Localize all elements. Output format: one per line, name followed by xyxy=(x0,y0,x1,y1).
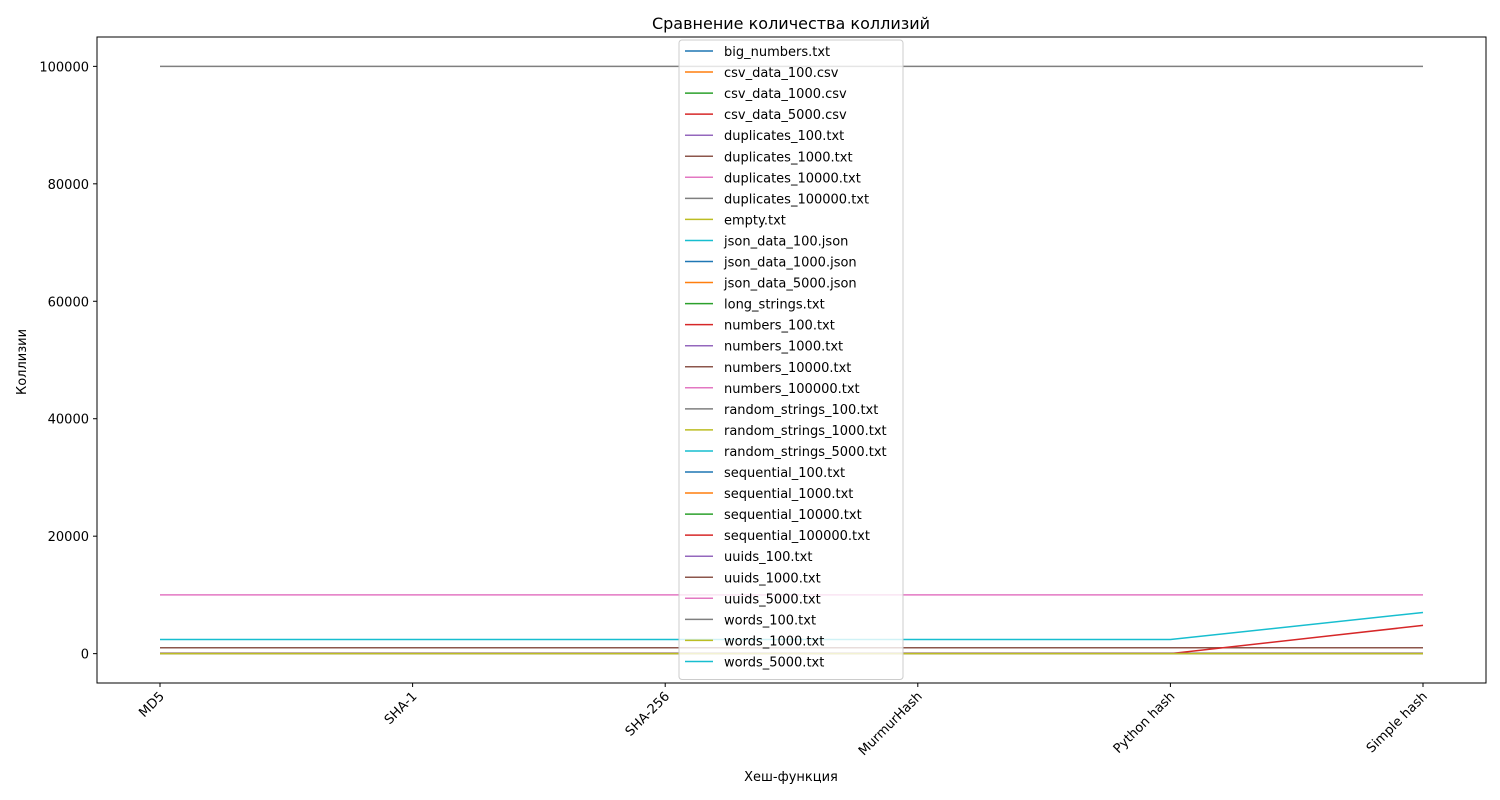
legend-label: json_data_1000.json xyxy=(723,256,857,271)
legend-label: duplicates_10000.txt xyxy=(724,171,861,186)
x-axis-label: Хеш-функция xyxy=(744,770,838,785)
y-tick-label: 60000 xyxy=(48,295,89,310)
legend-label: words_1000.txt xyxy=(724,634,824,649)
legend-label: sequential_100000.txt xyxy=(724,529,870,544)
plot-frame xyxy=(96,36,1487,684)
chart-title: Сравнение количества коллизий xyxy=(652,14,930,33)
legend-label: uuids_100.txt xyxy=(724,550,812,565)
legend-label: csv_data_100.csv xyxy=(724,66,839,81)
legend-label: numbers_1000.txt xyxy=(724,340,843,355)
legend-label: duplicates_100.txt xyxy=(724,129,844,144)
legend-label: json_data_100.json xyxy=(723,234,848,249)
legend-label: numbers_10000.txt xyxy=(724,361,851,376)
legend-label: words_100.txt xyxy=(724,613,816,628)
legend-label: json_data_5000.json xyxy=(723,277,857,292)
legend-box xyxy=(678,39,904,680)
legend-label: long_strings.txt xyxy=(724,298,825,313)
y-tick-label: 40000 xyxy=(48,413,89,428)
legend-label: duplicates_100000.txt xyxy=(724,192,869,207)
legend-label: uuids_5000.txt xyxy=(724,592,821,607)
legend-label: csv_data_5000.csv xyxy=(724,108,847,123)
legend-label: numbers_100000.txt xyxy=(724,382,860,397)
legend: big_numbers.txt csv_data_100.csv csv_data_… xyxy=(678,39,904,680)
legend-label: random_strings_1000.txt xyxy=(724,424,887,439)
y-tick-label: 20000 xyxy=(48,530,89,545)
y-tick-label: 100000 xyxy=(39,60,89,75)
legend-label: empty.txt xyxy=(724,213,786,228)
legend-label: words_5000.txt xyxy=(724,655,824,670)
legend-label: sequential_1000.txt xyxy=(724,487,853,502)
legend-label: sequential_10000.txt xyxy=(724,508,862,523)
legend-label: duplicates_1000.txt xyxy=(724,150,853,165)
y-tick-label: 80000 xyxy=(48,178,89,193)
y-tick-label: 0 xyxy=(81,648,89,663)
legend-label: numbers_100.txt xyxy=(724,319,835,334)
legend-label: big_numbers.txt xyxy=(724,45,830,60)
legend-label: csv_data_1000.csv xyxy=(724,87,847,102)
legend-label: sequential_100.txt xyxy=(724,466,845,481)
legend-label: random_strings_100.txt xyxy=(724,403,878,418)
y-axis-label: Коллизии xyxy=(15,329,30,395)
legend-label: uuids_1000.txt xyxy=(724,571,821,586)
legend-label: random_strings_5000.txt xyxy=(724,445,887,460)
